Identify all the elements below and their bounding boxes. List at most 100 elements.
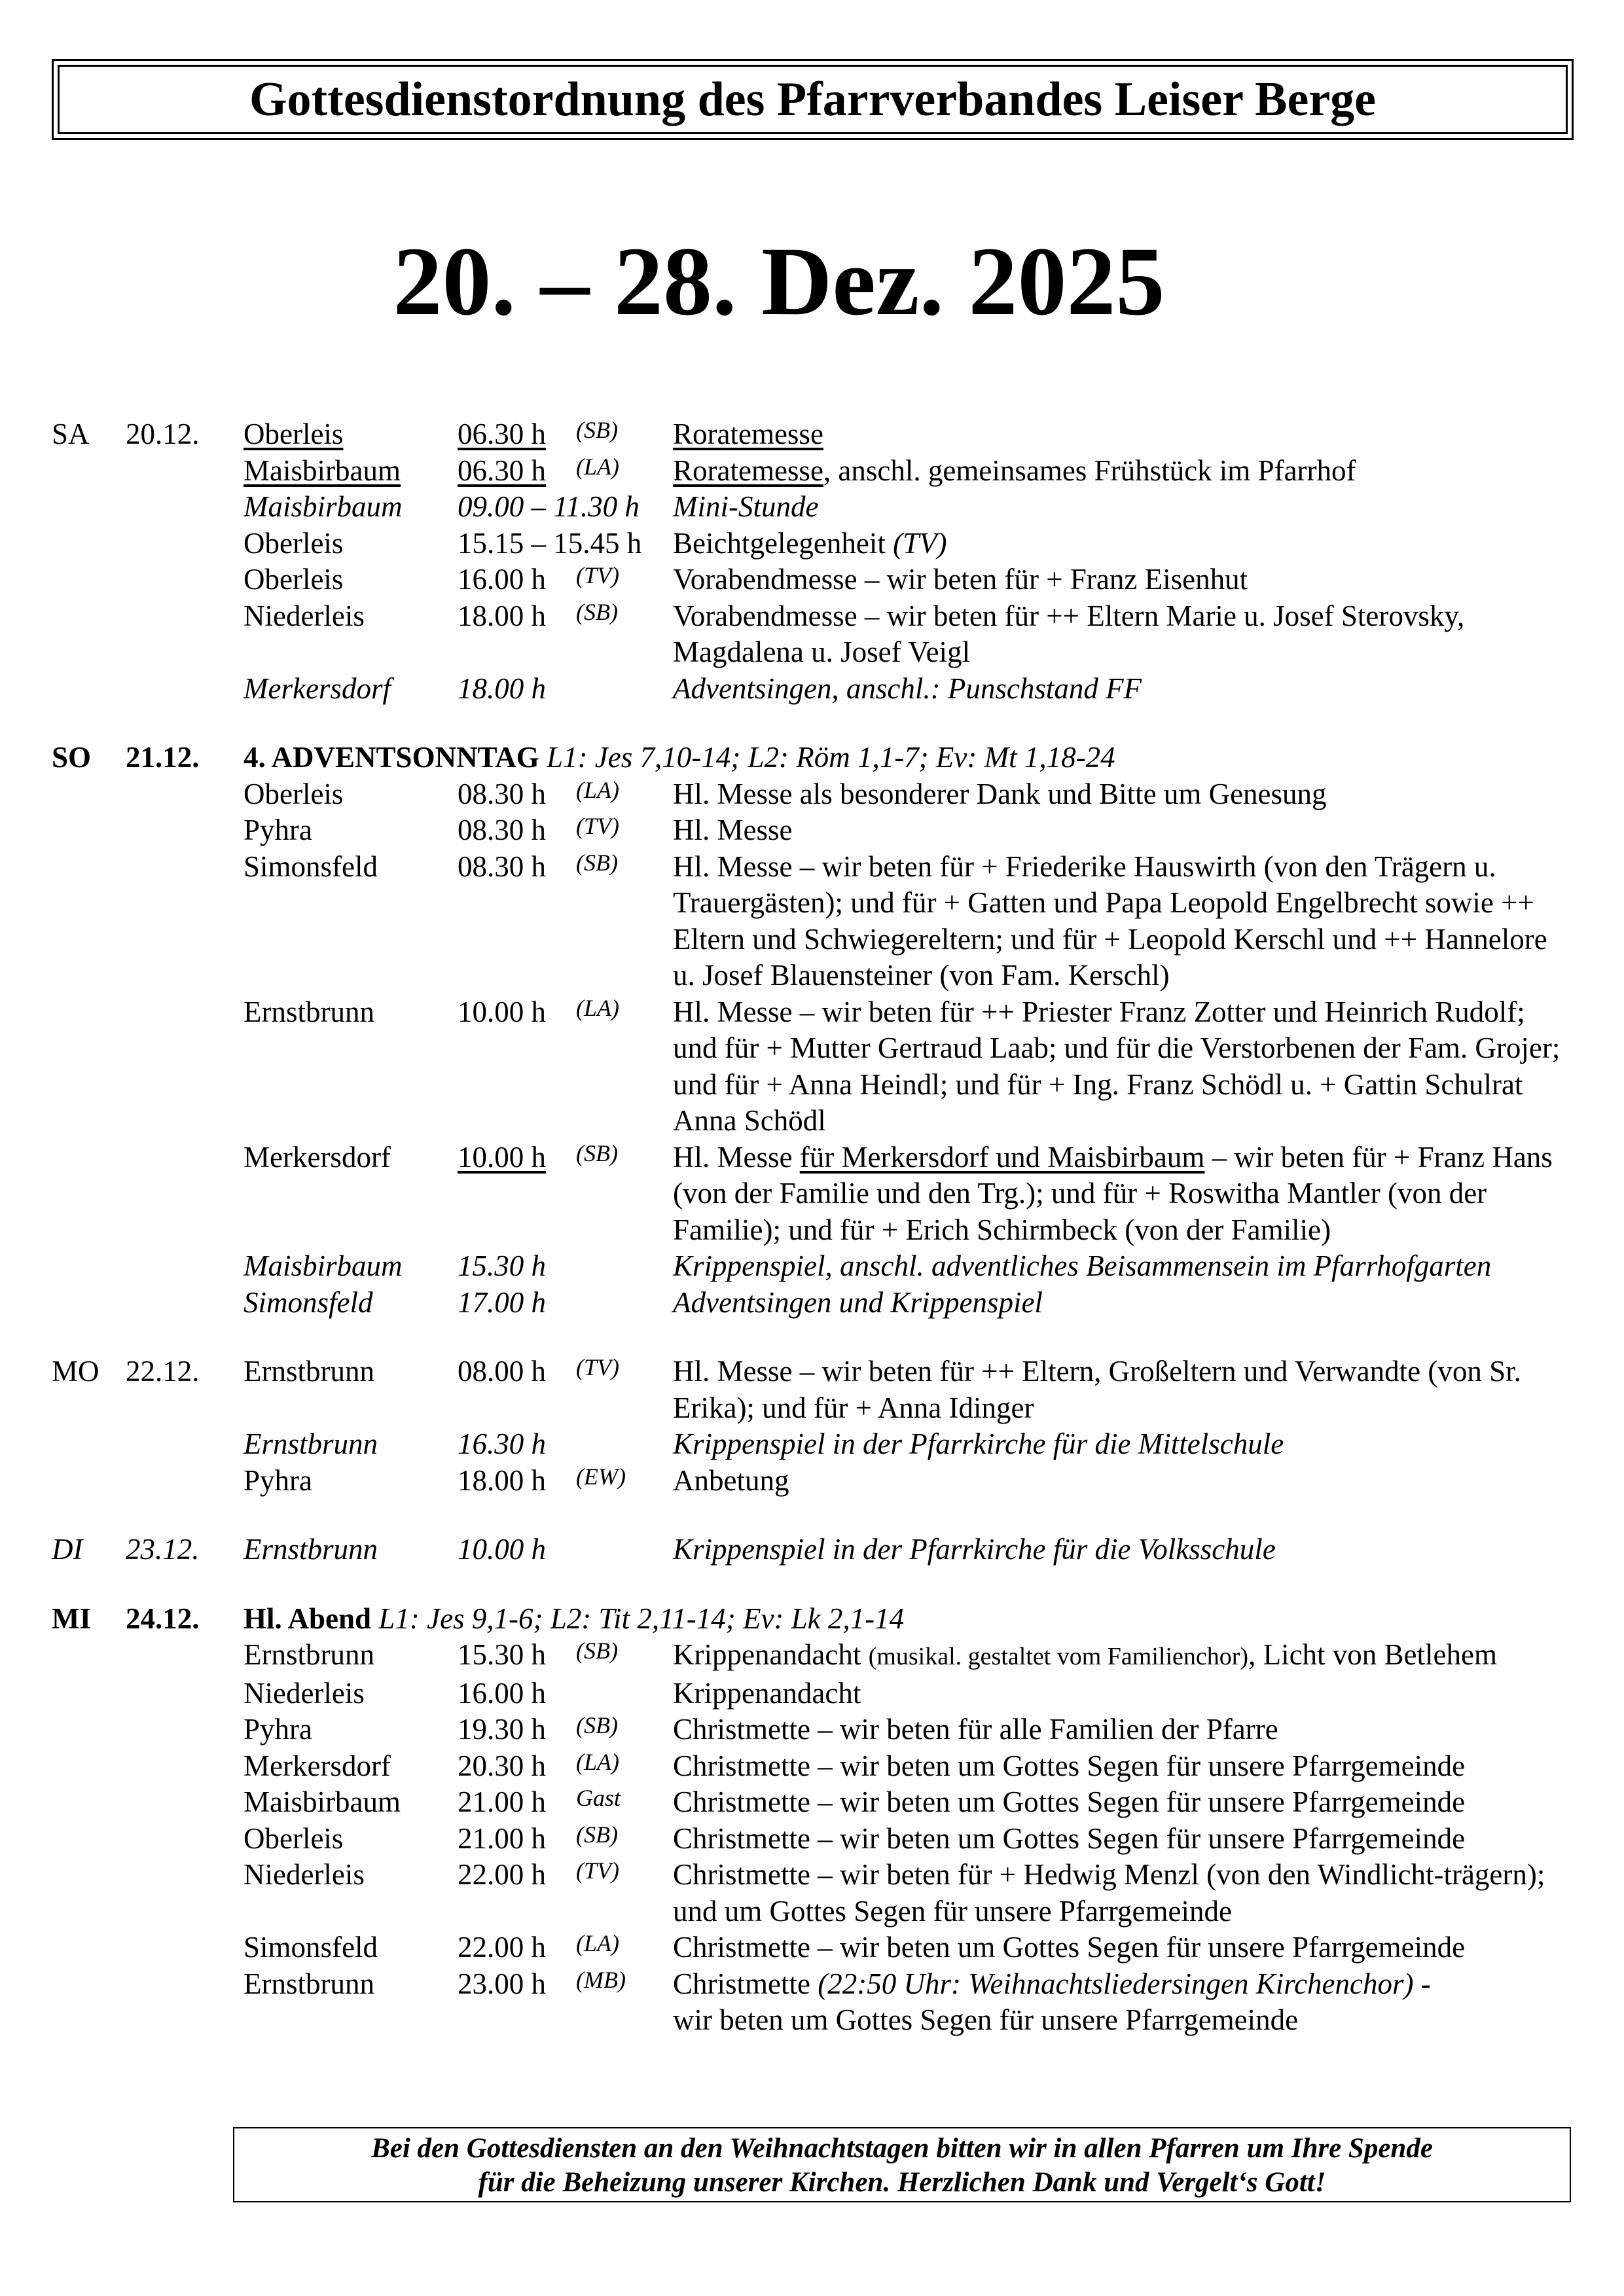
time: 08.30 h — [458, 814, 546, 846]
schedule-entry: Simonsfeld 22.00 h (LA) Christmette – wir b… — [0, 1929, 1624, 1966]
time: 10.00 h — [458, 1140, 546, 1174]
description: Mini-Stunde — [673, 489, 1563, 526]
description: Adventsingen, anschl.: Punschstand FF — [673, 671, 1563, 708]
weekday: SO — [52, 741, 92, 774]
place: Ernstbrunn — [244, 1533, 378, 1566]
description: Hl. Messe – wir beten für ++ Eltern, Gro… — [673, 1354, 1563, 1426]
schedule-entry: Ernstbrunn 16.30 h Krippenspiel in der Pfa… — [0, 1426, 1624, 1463]
text-segment: für Merkersdorf und Maisbirbaum — [799, 1140, 1205, 1174]
text-segment: Christmette – wir beten um Gottes Segen … — [673, 1821, 1466, 1855]
celebrant-code: (TV) — [576, 1354, 619, 1380]
feast-name: 4. ADVENTSONNTAG — [244, 741, 539, 774]
description: Vorabendmesse – wir beten für + Franz Ei… — [673, 562, 1563, 598]
time: 08.00 h — [458, 1355, 546, 1388]
place: Merkersdorf — [244, 672, 391, 705]
celebrant-code: (LA) — [576, 453, 619, 480]
place: Maisbirbaum — [244, 1249, 403, 1282]
time: 21.00 h — [458, 1821, 546, 1855]
celebrant-code: (SB) — [576, 1638, 618, 1664]
description: Hl. Messe für Merkersdorf und Maisbirbau… — [673, 1139, 1563, 1249]
text-segment: Christmette – wir beten um Gottes Segen … — [673, 1785, 1466, 1818]
schedule-entry: Maisbirbaum 09.00 – 11.30 h Mini-Stunde — [0, 489, 1624, 526]
schedule-entry: MO 22.12. Ernstbrunn 08.00 h (TV) Hl. Messe –… — [0, 1354, 1624, 1426]
time: 16.30 h — [458, 1427, 546, 1460]
place: Maisbirbaum — [244, 454, 401, 487]
text-segment: (TV) — [893, 526, 947, 560]
text-segment: Adventsingen und Krippenspiel — [673, 1285, 1043, 1319]
text-segment: Vorabendmesse – wir beten für ++ Eltern … — [673, 599, 1465, 669]
text-segment: Christmette – wir beten für + Hedwig Men… — [673, 1858, 1545, 1928]
text-segment: , Licht von Betlehem — [1248, 1638, 1497, 1671]
day-date: 21.12. — [126, 741, 200, 774]
schedule-entry: Simonsfeld 08.30 h (SB) Hl. Messe – wir bet… — [0, 849, 1624, 994]
place: Maisbirbaum — [244, 490, 403, 523]
schedule-entry: Niederleis 22.00 h (TV) Christmette – wir b… — [0, 1857, 1624, 1929]
time: 18.00 h — [458, 599, 546, 632]
place: Merkersdorf — [244, 1140, 391, 1174]
day-group: SO 21.12. 4. ADVENTSONNTAG L1: Jes 7,10-14… — [0, 740, 1624, 1321]
text-segment: Hl. Messe — [673, 814, 793, 846]
time: 18.00 h — [458, 672, 546, 705]
heading-row: SO 21.12. 4. ADVENTSONNTAG L1: Jes 7,10-14… — [0, 740, 1624, 776]
place: Simonsfeld — [244, 1931, 378, 1964]
day-group: SA 20.12. Oberleis 06.30 h (SB) Roratemesse Ma… — [0, 416, 1624, 707]
text-segment: Christmette – wir beten um Gottes Segen … — [673, 1931, 1466, 1964]
schedule-entry: Maisbirbaum 06.30 h (LA) Roratemesse, ansch… — [0, 453, 1624, 490]
text-segment: Krippenandacht — [673, 1676, 861, 1710]
time: 16.00 h — [458, 563, 546, 596]
page-title: Gottesdienstordnung des Pfarrverbandes L… — [58, 65, 1568, 134]
time: 19.30 h — [458, 1713, 546, 1746]
description: Christmette – wir beten um Gottes Segen … — [673, 1821, 1563, 1857]
celebrant-code: (SB) — [576, 1139, 618, 1166]
text-segment: wir beten um Gottes Segen für unsere Pfa… — [673, 2003, 1299, 2036]
schedule-entry: Pyhra 19.30 h (SB) Christmette – wir beten … — [0, 1712, 1624, 1748]
text-segment: Adventsingen, anschl.: Punschstand FF — [673, 672, 1142, 705]
text-segment: Krippenspiel in der Pfarrkirche für die … — [673, 1427, 1284, 1460]
weekday: MI — [52, 1602, 91, 1635]
text-segment: Hl. Messe als besonderer Dank und Bitte … — [673, 777, 1327, 810]
celebrant-code: (MB) — [576, 1966, 626, 1993]
celebrant-code: (SB) — [576, 1821, 618, 1848]
description: Hl. Messe als besonderer Dank und Bitte … — [673, 776, 1563, 813]
text-segment: Hl. Messe – wir beten für ++ Priester Fr… — [673, 995, 1561, 1138]
celebrant-code: (SB) — [576, 598, 618, 625]
schedule-entry: Ernstbrunn 23.00 h (MB) Christmette (22:50 … — [0, 1966, 1624, 2039]
description: Hl. Messe – wir beten für + Friederike H… — [673, 849, 1563, 994]
time: 15.30 h — [458, 1638, 546, 1671]
schedule-entry: SA 20.12. Oberleis 06.30 h (SB) Roratemesse — [0, 416, 1624, 453]
place: Oberleis — [244, 777, 344, 810]
schedule-entry: Merkersdorf 20.30 h (LA) Christmette – wir … — [0, 1748, 1624, 1785]
day-date: 24.12. — [126, 1602, 200, 1635]
time: 06.30 h — [458, 418, 546, 450]
schedule-entry: Pyhra 08.30 h (TV) Hl. Messe — [0, 812, 1624, 849]
description: Krippenandacht (musikal. gestaltet vom F… — [673, 1637, 1563, 1676]
place: Merkersdorf — [244, 1749, 391, 1782]
schedule: SA 20.12. Oberleis 06.30 h (SB) Roratemesse Ma… — [0, 416, 1624, 2072]
place: Niederleis — [244, 1676, 365, 1710]
schedule-entry: Simonsfeld 17.00 h Adventsingen und Krippe… — [0, 1285, 1624, 1321]
description: Christmette – wir beten um Gottes Segen … — [673, 1784, 1563, 1821]
day-date: 22.12. — [126, 1355, 200, 1388]
description: Krippenspiel, anschl. adventliches Beisa… — [673, 1248, 1563, 1285]
text-segment: Hl. Messe – wir beten für + Friederike H… — [673, 850, 1547, 992]
description: Hl. Messe – wir beten für ++ Priester Fr… — [673, 994, 1563, 1139]
celebrant-code: (LA) — [576, 994, 619, 1021]
feast-heading: Hl. Abend L1: Jes 9,1-6; L2: Tit 2,11-14… — [244, 1601, 1624, 1638]
time: 21.00 h — [458, 1785, 546, 1818]
description: Roratemesse — [673, 416, 1563, 453]
description: Krippenspiel in der Pfarrkirche für die … — [673, 1532, 1563, 1568]
place: Ernstbrunn — [244, 1967, 374, 2000]
place: Oberleis — [244, 526, 344, 560]
time: 15.15 – 15.45 h — [458, 526, 642, 560]
text-segment: Krippenspiel in der Pfarrkirche für die … — [673, 1533, 1276, 1566]
schedule-entry: Maisbirbaum 21.00 h Gast Christmette – wir … — [0, 1784, 1624, 1821]
place: Niederleis — [244, 599, 365, 632]
schedule-entry: Ernstbrunn 15.30 h (SB) Krippenandacht (mus… — [0, 1637, 1624, 1676]
text-segment: Christmette – wir beten für alle Familie… — [673, 1713, 1278, 1746]
place: Simonsfeld — [244, 1285, 373, 1319]
place: Niederleis — [244, 1858, 365, 1891]
text-segment: Beichtgelegenheit — [673, 526, 893, 560]
text-segment: – wir beten für + Franz Hans (von der Fa… — [673, 1140, 1553, 1246]
text-segment: Vorabendmesse – wir beten für + Franz Ei… — [673, 563, 1248, 596]
weekday: SA — [52, 418, 90, 450]
